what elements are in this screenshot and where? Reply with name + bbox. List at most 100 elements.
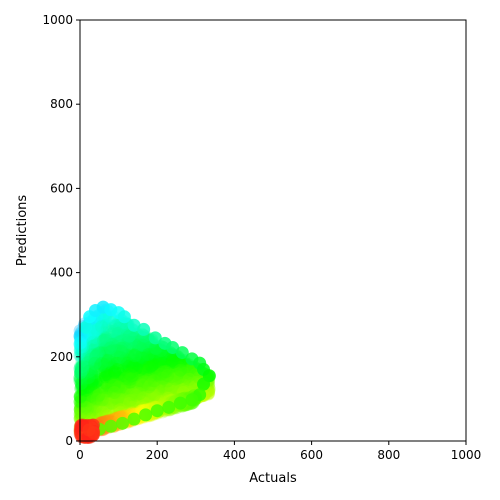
scatter-point bbox=[88, 370, 102, 384]
scatter-point bbox=[79, 332, 93, 346]
scatter-point bbox=[84, 345, 98, 359]
scatter-point bbox=[105, 379, 119, 393]
scatter-point bbox=[125, 361, 139, 375]
scatter-point bbox=[143, 373, 157, 387]
scatter-point bbox=[151, 365, 165, 379]
scatter-point bbox=[128, 333, 142, 347]
scatter-point bbox=[142, 360, 156, 374]
scatter-point bbox=[137, 387, 151, 401]
scatter-point bbox=[142, 351, 156, 365]
scatter-point bbox=[138, 336, 152, 350]
scatter-point bbox=[91, 389, 105, 403]
scatter-point bbox=[75, 395, 89, 409]
scatter-point bbox=[147, 389, 161, 403]
scatter-point bbox=[75, 360, 89, 374]
scatter-point bbox=[112, 395, 126, 409]
scatter-point bbox=[139, 383, 153, 397]
scatter-point bbox=[142, 380, 156, 394]
scatter-point bbox=[80, 337, 94, 351]
scatter-point bbox=[126, 348, 140, 362]
scatter-point bbox=[133, 334, 147, 348]
scatter-point bbox=[138, 356, 152, 370]
scatter-point bbox=[77, 359, 91, 373]
scatter-point bbox=[93, 391, 107, 405]
scatter-point bbox=[175, 379, 189, 393]
scatter-point bbox=[181, 373, 195, 387]
scatter-point bbox=[130, 335, 144, 349]
scatter-point bbox=[129, 347, 143, 361]
scatter-point bbox=[88, 362, 102, 376]
scatter-point bbox=[80, 360, 94, 374]
scatter-point bbox=[123, 349, 137, 363]
scatter-point bbox=[184, 364, 198, 378]
scatter-point bbox=[74, 338, 88, 352]
scatter-point bbox=[144, 359, 158, 373]
scatter-point bbox=[162, 400, 176, 414]
scatter-point bbox=[78, 361, 92, 375]
scatter-point bbox=[89, 329, 103, 343]
scatter-point bbox=[75, 407, 89, 421]
scatter-point bbox=[98, 370, 112, 384]
scatter-point bbox=[183, 373, 197, 387]
scatter-point bbox=[175, 346, 189, 360]
scatter-point bbox=[108, 395, 122, 409]
scatter-point bbox=[171, 370, 185, 384]
scatter-point bbox=[152, 348, 166, 362]
scatter-point bbox=[153, 384, 167, 398]
scatter-point bbox=[108, 380, 122, 394]
scatter-point bbox=[109, 386, 123, 400]
scatter-point bbox=[138, 392, 152, 406]
scatter-point bbox=[74, 340, 88, 354]
scatter-point bbox=[150, 348, 164, 362]
scatter-point bbox=[138, 379, 152, 393]
scatter-point bbox=[143, 371, 157, 385]
scatter-point bbox=[166, 386, 180, 400]
scatter-point bbox=[164, 382, 178, 396]
scatter-point bbox=[160, 353, 174, 367]
scatter-point bbox=[84, 379, 98, 393]
scatter-point bbox=[87, 395, 101, 409]
scatter-point bbox=[139, 372, 153, 386]
scatter-point bbox=[81, 343, 95, 357]
scatter-point bbox=[75, 360, 89, 374]
scatter-point bbox=[176, 377, 190, 391]
scatter-point bbox=[117, 328, 131, 342]
scatter-point bbox=[141, 379, 155, 393]
scatter-point bbox=[176, 381, 190, 395]
scatter-point bbox=[104, 333, 118, 347]
scatter-point bbox=[187, 377, 201, 391]
scatter-point bbox=[82, 370, 96, 384]
scatter-point bbox=[90, 392, 104, 406]
scatter-point bbox=[132, 374, 146, 388]
scatter-point bbox=[90, 356, 104, 370]
scatter-point bbox=[148, 369, 162, 383]
scatter-point bbox=[116, 383, 130, 397]
scatter-point bbox=[180, 369, 194, 383]
scatter-point bbox=[75, 377, 89, 391]
scatter-point bbox=[111, 392, 125, 406]
scatter-point bbox=[144, 378, 158, 392]
scatter-point bbox=[107, 320, 121, 334]
scatter-point bbox=[173, 396, 187, 410]
y-tick-label: 1000 bbox=[42, 13, 73, 27]
scatter-point bbox=[75, 336, 89, 350]
scatter-point bbox=[109, 340, 123, 354]
scatter-point bbox=[75, 365, 89, 379]
scatter-point bbox=[140, 386, 154, 400]
scatter-point bbox=[100, 344, 114, 358]
scatter-point bbox=[106, 381, 120, 395]
scatter-point bbox=[144, 360, 158, 374]
scatter-point bbox=[79, 355, 93, 369]
scatter-point bbox=[85, 356, 99, 370]
scatter-point bbox=[186, 370, 200, 384]
scatter-point bbox=[87, 355, 101, 369]
scatter-point bbox=[74, 389, 88, 403]
scatter-point bbox=[146, 384, 160, 398]
scatter-point bbox=[159, 381, 173, 395]
scatter-point bbox=[110, 318, 124, 332]
scatter-point bbox=[142, 363, 156, 377]
scatter-point bbox=[158, 363, 172, 377]
scatter-point bbox=[164, 365, 178, 379]
scatter-point bbox=[152, 353, 166, 367]
scatter-point bbox=[159, 382, 173, 396]
